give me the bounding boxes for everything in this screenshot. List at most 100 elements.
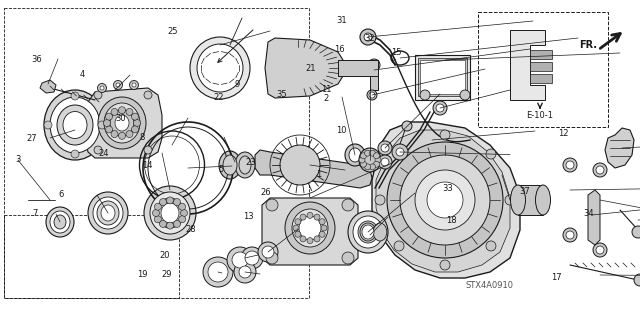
Circle shape	[94, 146, 102, 154]
Circle shape	[97, 84, 106, 93]
Ellipse shape	[345, 144, 365, 166]
Circle shape	[392, 144, 408, 160]
Ellipse shape	[362, 225, 374, 239]
Text: 7: 7	[33, 209, 38, 218]
Circle shape	[180, 210, 188, 217]
Ellipse shape	[381, 144, 389, 152]
Text: 33: 33	[443, 184, 453, 193]
Circle shape	[300, 214, 306, 220]
Circle shape	[266, 199, 278, 211]
Ellipse shape	[203, 257, 233, 287]
Circle shape	[129, 80, 138, 90]
Ellipse shape	[593, 163, 607, 177]
Circle shape	[566, 161, 574, 169]
Circle shape	[563, 158, 577, 172]
Text: 3: 3	[15, 155, 20, 164]
Circle shape	[154, 216, 161, 223]
Text: 12: 12	[558, 130, 568, 138]
Circle shape	[166, 197, 173, 204]
Ellipse shape	[144, 186, 196, 240]
Circle shape	[374, 161, 380, 167]
Circle shape	[359, 157, 365, 163]
Ellipse shape	[239, 266, 251, 278]
Circle shape	[402, 121, 412, 131]
Circle shape	[159, 199, 166, 205]
Circle shape	[71, 150, 79, 158]
Circle shape	[566, 231, 574, 239]
Circle shape	[113, 80, 122, 90]
Ellipse shape	[50, 97, 100, 153]
Text: 36: 36	[32, 55, 42, 63]
Bar	[518, 185, 543, 215]
Circle shape	[374, 153, 380, 159]
Ellipse shape	[93, 197, 123, 229]
Circle shape	[440, 260, 450, 270]
Circle shape	[436, 104, 444, 112]
Circle shape	[415, 170, 475, 230]
Text: 11: 11	[321, 85, 332, 94]
Circle shape	[369, 164, 376, 170]
Ellipse shape	[593, 243, 607, 257]
Ellipse shape	[98, 97, 146, 149]
Ellipse shape	[54, 215, 66, 229]
Text: 35: 35	[276, 90, 287, 99]
Circle shape	[126, 108, 133, 115]
Circle shape	[314, 236, 320, 242]
Ellipse shape	[227, 247, 253, 273]
Text: 22: 22	[214, 93, 224, 102]
Ellipse shape	[359, 148, 381, 172]
Ellipse shape	[208, 262, 228, 282]
Ellipse shape	[223, 155, 237, 175]
Circle shape	[118, 132, 125, 139]
Bar	[420, 60, 465, 94]
Text: 6: 6	[58, 190, 63, 199]
Ellipse shape	[234, 261, 256, 283]
Circle shape	[505, 195, 515, 205]
Circle shape	[154, 203, 161, 210]
Circle shape	[104, 120, 111, 127]
Circle shape	[360, 161, 367, 167]
Polygon shape	[588, 190, 600, 245]
Ellipse shape	[115, 115, 129, 131]
Circle shape	[100, 86, 104, 90]
Ellipse shape	[262, 246, 274, 258]
Ellipse shape	[104, 103, 140, 143]
Circle shape	[319, 219, 325, 225]
Circle shape	[106, 113, 113, 120]
Ellipse shape	[358, 221, 378, 243]
Text: 9: 9	[234, 80, 239, 89]
Ellipse shape	[239, 156, 251, 174]
Circle shape	[94, 91, 102, 99]
Bar	[478, 12, 608, 127]
Text: 29: 29	[161, 270, 172, 279]
Bar	[530, 74, 552, 83]
Circle shape	[106, 126, 113, 133]
Circle shape	[307, 212, 313, 219]
Text: 32: 32	[365, 34, 375, 43]
Circle shape	[369, 150, 376, 156]
Text: 13: 13	[243, 212, 253, 221]
Text: STX4A0910: STX4A0910	[466, 280, 514, 290]
Circle shape	[280, 145, 320, 185]
Circle shape	[98, 121, 106, 129]
Ellipse shape	[349, 148, 361, 162]
Ellipse shape	[232, 252, 248, 268]
Circle shape	[179, 203, 186, 210]
Circle shape	[307, 238, 313, 244]
Circle shape	[460, 90, 470, 100]
Circle shape	[314, 214, 320, 220]
Ellipse shape	[596, 166, 604, 174]
Ellipse shape	[190, 37, 250, 99]
Circle shape	[342, 199, 354, 211]
Ellipse shape	[156, 198, 184, 228]
Circle shape	[369, 92, 375, 98]
Circle shape	[173, 199, 180, 205]
Text: 17: 17	[552, 273, 562, 282]
Text: 14: 14	[142, 161, 152, 170]
Text: 25: 25	[168, 27, 178, 36]
Text: 34: 34	[584, 209, 594, 218]
Circle shape	[152, 210, 159, 217]
Ellipse shape	[110, 110, 134, 136]
Text: 23: 23	[246, 158, 256, 167]
Circle shape	[367, 90, 377, 100]
